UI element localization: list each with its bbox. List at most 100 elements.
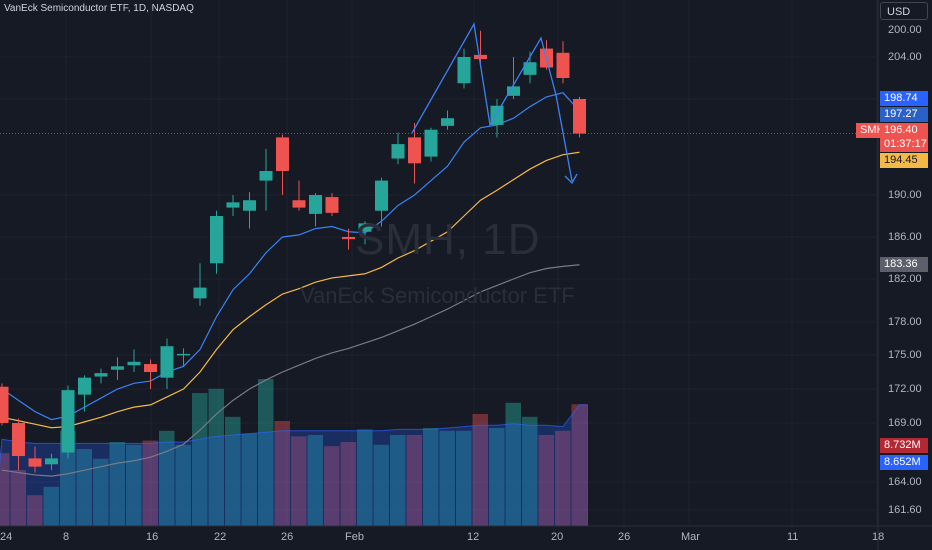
candle-body [61, 390, 75, 453]
candle-body [111, 366, 124, 370]
price-axis-label: 172.00 [888, 383, 922, 395]
price-axis-label: 200.00 [888, 24, 922, 36]
plot-background [0, 0, 878, 526]
candle-body [408, 137, 421, 164]
candle-body [523, 62, 537, 75]
volume-bar [357, 429, 373, 526]
time-axis-label: 8 [63, 531, 70, 543]
price-axis-label: 169.00 [888, 417, 922, 429]
candle-body [309, 195, 322, 214]
volume-bar [0, 453, 10, 526]
price-axis-label: 175.00 [888, 349, 922, 361]
candle-body [144, 364, 157, 372]
volume-bar [60, 430, 76, 526]
volume-ma-area [0, 404, 588, 527]
last-price-tag: 196.40 [880, 123, 928, 138]
currency-button[interactable]: USD [880, 2, 928, 20]
time-axis-label: 11 [787, 531, 799, 543]
candle-body [358, 223, 372, 232]
volume-bar [175, 444, 191, 526]
volume-bar [555, 430, 571, 526]
candle-body [457, 57, 471, 84]
ema-slow-price-tag: 194.45 [880, 153, 928, 168]
volume-bar [43, 486, 59, 526]
ema-fast-line [1, 92, 580, 421]
volume-bar [10, 470, 26, 526]
ema-slow-line [1, 151, 580, 429]
candle-body [556, 52, 570, 78]
volume-bar [258, 379, 274, 526]
volume-bar [456, 430, 472, 526]
time-axis-label: 22 [214, 531, 227, 543]
time-axis-label: 18 [872, 531, 885, 543]
price-axis-label: 204.00 [888, 51, 922, 63]
candle-body [292, 200, 306, 208]
price-axis-label: 164.00 [888, 476, 922, 488]
time-axis-label: 26 [618, 531, 631, 543]
candle-body [325, 197, 339, 213]
volume-bar [76, 449, 92, 526]
candle-body [193, 287, 207, 299]
watermark-ticker: SMH, 1D [355, 215, 541, 264]
volume-bar [423, 428, 439, 526]
trend-annotation-arrowhead [564, 173, 578, 185]
volume-bar [241, 433, 257, 526]
ema-fast-price-tag: 198.74 [880, 91, 928, 106]
candle-body [127, 361, 141, 366]
symbol-tag: SMH [856, 123, 884, 138]
candle-body [259, 171, 273, 181]
candle-body [474, 54, 487, 60]
volume-tag: 8.732M [880, 438, 928, 453]
candle-body [177, 353, 190, 356]
candle-body [276, 137, 289, 171]
volume-bar [93, 458, 109, 526]
price-axis-label: 190.00 [888, 189, 922, 201]
candle-body [210, 216, 223, 264]
candle-body [391, 144, 405, 159]
trend-annotation-line [411, 22, 573, 182]
time-axis-label: Mar [681, 531, 700, 543]
volume-bar [225, 416, 241, 526]
volume-bar [27, 495, 43, 526]
time-axis-label: Feb [345, 531, 364, 543]
volume-bar [538, 435, 554, 526]
volume-bar [208, 388, 224, 526]
candle-body [94, 373, 108, 377]
candle-body [243, 200, 256, 211]
candle-body [226, 202, 240, 208]
volume-bar [142, 440, 158, 526]
volume-bar [307, 435, 323, 526]
price-axis-label: 161.60 [888, 504, 922, 516]
price-axis-label: 186.00 [888, 231, 922, 243]
volume-bar [274, 421, 290, 526]
volume-bar [159, 430, 175, 526]
candle-body [0, 386, 9, 423]
candle-body [342, 237, 355, 240]
time-axis-label: 24 [0, 531, 13, 543]
sma-price-tag: 183.36 [880, 257, 928, 272]
price-axis-label: 178.00 [888, 316, 922, 328]
volume-bar [472, 414, 488, 526]
volume-bar [505, 402, 521, 526]
candle-body [12, 423, 25, 457]
volume-bar [439, 430, 455, 526]
volume-bar [373, 444, 389, 526]
volume-bar [126, 444, 142, 526]
candle-body [160, 346, 174, 378]
candle-body [573, 99, 586, 134]
volume-bar [324, 446, 340, 526]
time-axis-label: 16 [146, 531, 159, 543]
candle-body [507, 86, 520, 96]
volume-ma-tag: 8.652M [880, 455, 928, 470]
volume-bar [571, 404, 587, 526]
candle-body [490, 105, 504, 125]
volume-bar [489, 428, 505, 526]
ema-mid-price-tag: 197.27 [880, 107, 928, 122]
watermark-name: VanEck Semiconductor ETF [300, 283, 575, 308]
price-axis-label: 182.00 [888, 273, 922, 285]
candle-body [375, 180, 388, 211]
volume-bar [340, 442, 356, 526]
candle-body [78, 377, 91, 395]
volume-bar [406, 435, 422, 526]
